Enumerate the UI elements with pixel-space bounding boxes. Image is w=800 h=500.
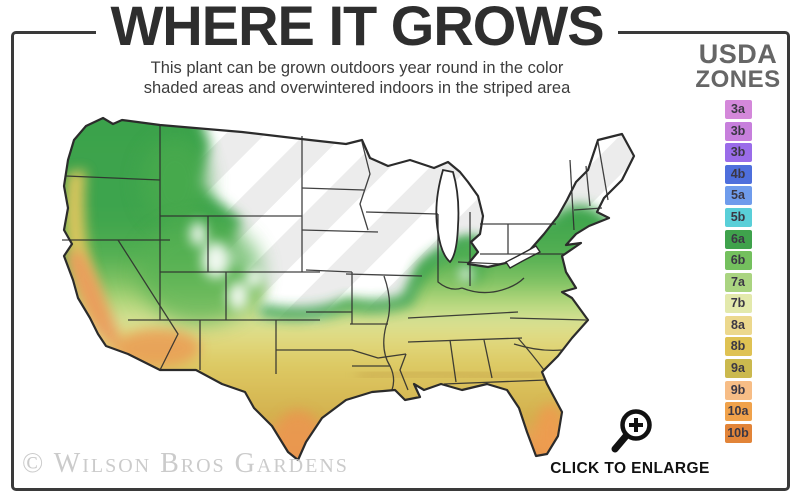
zone-swatch: 8b: [724, 337, 752, 357]
state-borders: [62, 124, 609, 391]
legend-title-line-2: ZONES: [695, 65, 781, 93]
subtitle: This plant can be grown outdoors year ro…: [32, 58, 682, 98]
us-zone-map[interactable]: [10, 112, 670, 472]
subtitle-line-1: This plant can be grown outdoors year ro…: [150, 59, 564, 77]
zone-swatch: 6a: [724, 229, 752, 249]
lake-erie: [504, 245, 542, 269]
header: WHERE IT GROWS This plant can be grown o…: [32, 0, 682, 98]
page-title: WHERE IT GROWS: [96, 0, 618, 56]
zone-swatch: 6b: [724, 251, 752, 271]
zone-swatch: 7a: [724, 272, 752, 292]
california-coast-orange-strip: [66, 252, 126, 352]
zone-swatch: 3a: [724, 99, 752, 119]
zone-swatch: 5a: [724, 186, 752, 206]
zone-swatch: 9a: [724, 359, 752, 379]
zone-swatch: 4b: [724, 164, 752, 184]
watermark: © Wilson Bros Gardens: [22, 448, 349, 479]
legend-title: USDA ZONES: [688, 39, 788, 93]
idaho-green-blob: [141, 138, 209, 226]
click-to-enlarge-label[interactable]: CLICK TO ENLARGE: [550, 460, 710, 477]
zone-swatch: 7b: [724, 294, 752, 314]
click-to-enlarge[interactable]: CLICK TO ENLARGE: [545, 406, 715, 478]
zone-swatch: 3b: [724, 121, 752, 141]
west-coast-gold-strip: [64, 170, 108, 324]
zone-swatch: 5b: [724, 207, 752, 227]
us-outline: [62, 116, 636, 462]
arizona-orange-blob: [116, 329, 200, 367]
mountain-white-patches: [190, 222, 472, 310]
us-zone-map-svg[interactable]: [10, 112, 670, 472]
legend-title-line-1: USDA: [698, 39, 778, 69]
gulf-coast-khaki-band: [357, 367, 546, 383]
subtitle-line-2: shaded areas and overwintered indoors in…: [143, 79, 571, 98]
zone-swatch: 3b: [724, 143, 752, 163]
zone-swatch: 9b: [724, 380, 752, 400]
zone-swatch: 10b: [724, 423, 752, 443]
magnifier-plus-icon[interactable]: [598, 406, 662, 458]
zone-swatch: 10a: [724, 402, 752, 422]
legend-zone-list: 3a 3b 3b 4b 5a 5b 6a 6b 7a 7b 8a 8b 9a 9…: [688, 99, 788, 443]
usda-zones-legend: USDA ZONES 3a 3b 3b 4b 5a 5b 6a 6b 7a 7b…: [688, 39, 788, 445]
zone-swatch: 8a: [724, 315, 752, 335]
lake-michigan: [435, 168, 460, 264]
